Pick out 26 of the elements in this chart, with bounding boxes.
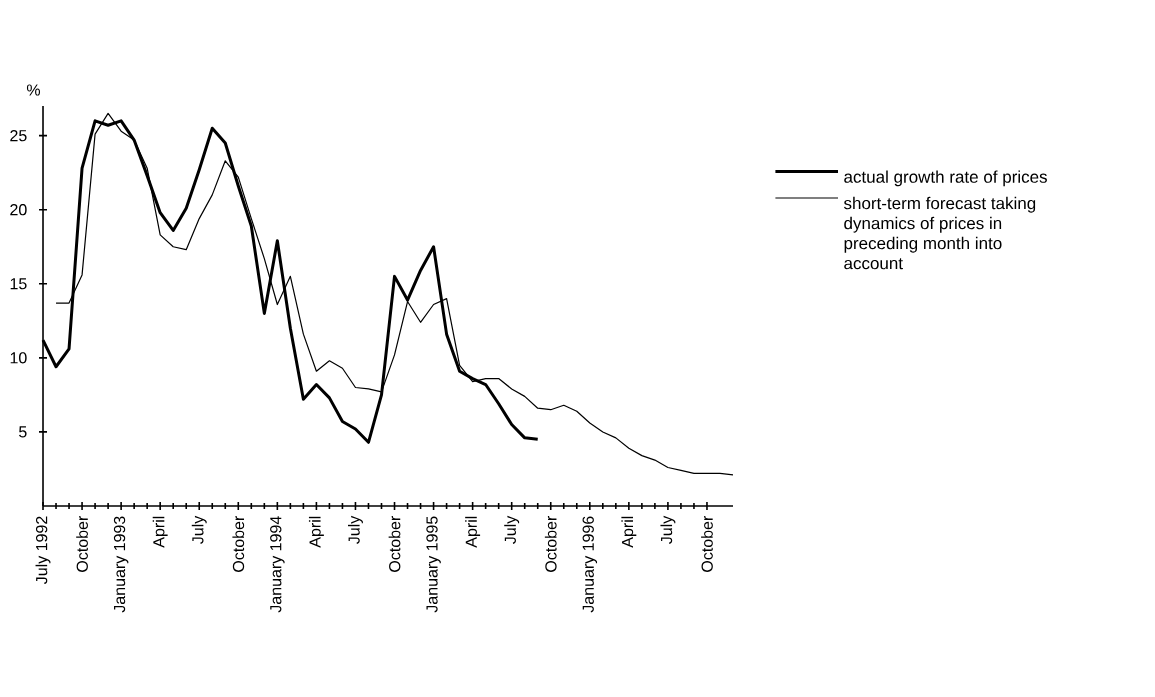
- y-tick-label: 5: [19, 426, 27, 438]
- x-tick-label: July: [504, 515, 520, 544]
- x-tick-label: October: [701, 516, 713, 572]
- x-tick-label: July: [660, 515, 676, 544]
- legend-label: actual growth rate of prices: [844, 170, 1047, 187]
- x-tick-label: April: [152, 516, 168, 548]
- x-tick-label: January 1996: [582, 516, 598, 613]
- x-tick-label: October: [544, 516, 557, 572]
- x-tick-label: October: [76, 516, 88, 572]
- x-tick-label: January 1994: [270, 516, 285, 613]
- x-tick-label: April: [308, 516, 324, 548]
- y-tick-label: 20: [10, 204, 27, 216]
- x-tick-label: January 1993: [113, 516, 129, 613]
- x-tick-label: July 1992: [35, 516, 51, 584]
- x-tick-label: July: [347, 515, 363, 544]
- legend-label: short-term forecast taking dynamics of prices in preceding month into account: [843, 196, 1036, 270]
- y-tick-label: 10: [10, 352, 27, 364]
- x-tick-label: April: [621, 516, 637, 548]
- x-tick-label: October: [388, 516, 401, 572]
- x-tick-label: October: [232, 516, 245, 572]
- x-tick-label: July: [191, 515, 207, 544]
- y-tick-label: 25: [10, 129, 27, 142]
- y-axis-title: %: [26, 84, 41, 96]
- y-tick-label: 15: [10, 278, 27, 290]
- x-tick-label: January 1995: [426, 516, 441, 613]
- x-tick-label: April: [465, 516, 481, 548]
